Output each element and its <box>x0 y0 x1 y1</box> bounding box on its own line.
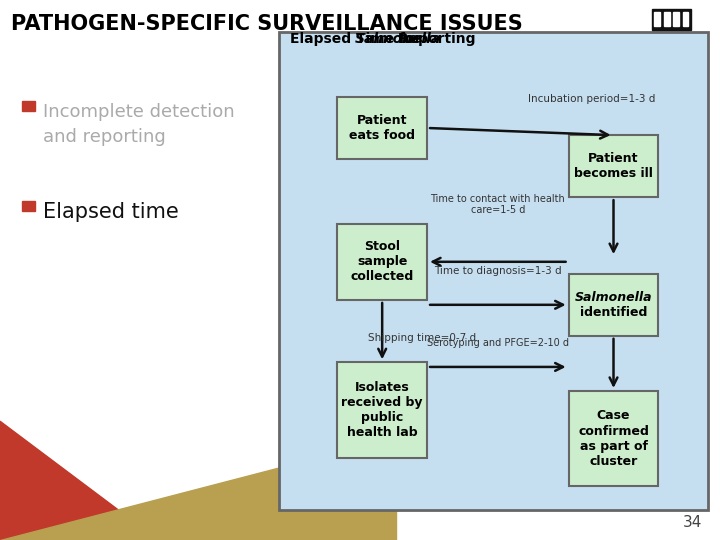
Text: sample: sample <box>357 255 408 268</box>
Text: Incubation period=1-3 d: Incubation period=1-3 d <box>528 94 655 104</box>
Text: Stool: Stool <box>364 240 400 253</box>
Bar <box>22 201 35 211</box>
Text: public: public <box>361 411 403 424</box>
Text: Incomplete detection
and reporting: Incomplete detection and reporting <box>43 103 235 146</box>
FancyBboxPatch shape <box>569 274 659 336</box>
Text: Elapsed time: Elapsed time <box>43 202 179 222</box>
FancyBboxPatch shape <box>337 362 427 458</box>
Text: Elapsed Time for: Elapsed Time for <box>290 32 426 46</box>
Bar <box>22 101 35 111</box>
Bar <box>652 9 691 30</box>
Text: cluster: cluster <box>590 455 638 468</box>
Text: identified: identified <box>580 306 647 319</box>
Bar <box>673 12 679 26</box>
Text: Serotyping and PFGE=2-10 d: Serotyping and PFGE=2-10 d <box>427 338 569 348</box>
FancyBboxPatch shape <box>569 391 659 487</box>
Text: as part of: as part of <box>580 440 647 453</box>
Text: eats food: eats food <box>349 129 415 142</box>
Text: Isolates: Isolates <box>355 381 410 394</box>
Bar <box>654 12 660 26</box>
FancyBboxPatch shape <box>569 135 659 197</box>
FancyBboxPatch shape <box>337 224 427 300</box>
Text: Patient: Patient <box>588 152 639 165</box>
FancyBboxPatch shape <box>279 32 708 510</box>
Text: Time to diagnosis=1-3 d: Time to diagnosis=1-3 d <box>434 266 562 276</box>
Text: collected: collected <box>351 271 414 284</box>
Text: received by: received by <box>341 396 423 409</box>
Text: Salmonella: Salmonella <box>355 32 441 46</box>
Text: health lab: health lab <box>347 426 418 439</box>
Bar <box>683 12 688 26</box>
Text: Salmonella: Salmonella <box>575 291 652 303</box>
Text: Case: Case <box>597 409 630 422</box>
Text: Shipping time=0-7 d: Shipping time=0-7 d <box>369 333 477 343</box>
Polygon shape <box>0 421 158 540</box>
Text: confirmed: confirmed <box>578 424 649 437</box>
Text: becomes ill: becomes ill <box>574 167 653 180</box>
FancyBboxPatch shape <box>337 97 427 159</box>
Text: Reporting: Reporting <box>393 32 476 46</box>
Text: PATHOGEN-SPECIFIC SURVEILLANCE ISSUES: PATHOGEN-SPECIFIC SURVEILLANCE ISSUES <box>11 14 523 33</box>
Text: 34: 34 <box>683 515 702 530</box>
Text: Patient: Patient <box>357 114 408 127</box>
Polygon shape <box>0 437 396 540</box>
Text: Time to contact with health
care=1-5 d: Time to contact with health care=1-5 d <box>431 194 565 215</box>
Bar <box>664 12 670 26</box>
